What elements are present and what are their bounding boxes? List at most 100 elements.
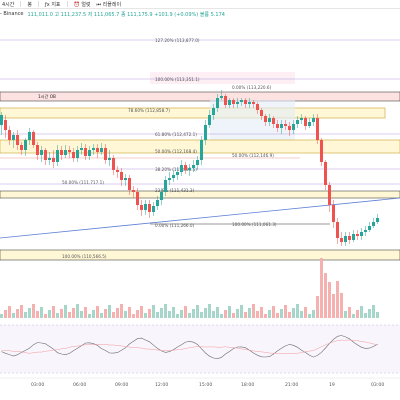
volume-bar <box>376 312 379 318</box>
toolbar-divider <box>38 1 39 7</box>
candle <box>160 192 163 200</box>
volume-bar <box>80 311 83 318</box>
fib-label: 127.20% (113,877.0) <box>155 38 200 43</box>
candle <box>168 178 171 180</box>
volume-bar <box>316 296 319 318</box>
fib-label: 61.80% (112,472.1) <box>155 132 197 137</box>
symbol-exchange: - Binance <box>0 11 24 17</box>
volume-bar <box>112 312 115 318</box>
candle <box>312 118 315 122</box>
candle <box>92 148 95 150</box>
candle <box>288 126 291 130</box>
volume-bar <box>44 314 47 318</box>
volume-bar <box>48 310 51 318</box>
candle <box>80 148 83 150</box>
candle <box>88 150 91 156</box>
candle <box>112 158 115 170</box>
volume-bar <box>136 310 139 318</box>
volume-bar <box>272 306 275 318</box>
volume-bar <box>224 310 227 318</box>
rsi-line <box>1 335 378 360</box>
fib-label: 50.00% (111,717.1) <box>62 180 104 185</box>
candle-type-button[interactable]: 봉 <box>27 1 32 8</box>
candle <box>48 158 51 160</box>
candle <box>84 148 87 156</box>
time-tick-label: 09:00 <box>115 382 128 388</box>
volume-bar <box>248 308 251 318</box>
volume-bar <box>308 314 311 318</box>
volume-bar <box>368 309 371 318</box>
candle <box>60 150 63 155</box>
candle <box>220 96 223 98</box>
candle <box>208 115 211 125</box>
candle <box>200 140 203 160</box>
volume-bar <box>0 314 3 318</box>
candle <box>236 102 239 104</box>
candle <box>128 178 131 190</box>
volume-bar <box>88 314 91 318</box>
demand-zone[interactable] <box>0 249 400 261</box>
volume-bar <box>8 306 11 318</box>
volume-bar <box>264 314 267 318</box>
candle <box>8 130 11 140</box>
volume-bar <box>220 314 223 318</box>
candle <box>276 124 279 128</box>
candle <box>192 165 195 168</box>
volume-bar <box>64 305 67 318</box>
time-axis: 03:00 06:00 09:00 12:00 15:00 18:00 21:00 19 03:… <box>31 382 384 388</box>
volume-bar <box>196 305 199 318</box>
candle <box>364 230 367 232</box>
candle <box>292 124 295 130</box>
rsi-ma-line <box>1 339 378 355</box>
indicators-label: 지표 <box>51 1 61 8</box>
candle <box>116 170 119 172</box>
candle <box>188 168 191 170</box>
candle <box>180 165 183 172</box>
candle <box>372 222 375 226</box>
candle <box>108 158 111 160</box>
volume-bar <box>84 307 87 318</box>
volume-bar <box>76 304 79 318</box>
volume-bar <box>216 307 219 318</box>
supply-zone[interactable] <box>0 107 386 119</box>
volume-bar <box>252 304 255 318</box>
candle <box>16 135 19 145</box>
volume-bar <box>312 310 315 318</box>
ob-zone[interactable] <box>0 91 400 102</box>
ohlc-readout: 111,011.0 고 111,237.5 저 111,065.7 종 111,… <box>27 11 225 18</box>
demand-zone[interactable] <box>0 190 400 199</box>
symbol-header: - Binance 111,011.0 고 111,237.5 저 111,06… <box>0 10 225 18</box>
alert-button[interactable]: ⏰ 얼럿 <box>73 1 91 8</box>
replay-button[interactable]: ⏮ 리플레이 <box>96 1 122 8</box>
indicators-button[interactable]: ƒx 지표 <box>45 1 61 8</box>
candle <box>304 118 307 126</box>
volume-bar <box>188 313 191 318</box>
volume-bar <box>284 305 287 318</box>
replay-label: 리플레이 <box>102 1 122 8</box>
volume-bar <box>72 308 75 318</box>
volume-bar <box>148 309 151 318</box>
candle <box>152 206 155 212</box>
candle <box>176 172 179 175</box>
candle <box>124 178 127 180</box>
volume-bar <box>120 304 123 318</box>
candle <box>324 162 327 185</box>
candle <box>120 172 123 180</box>
volume-bar <box>116 308 119 318</box>
trendline[interactable] <box>0 197 400 239</box>
volume-bar <box>52 306 55 318</box>
volume-group <box>0 258 379 318</box>
candle <box>172 175 175 178</box>
timeframe-button[interactable]: 4시간 <box>2 1 15 8</box>
candle <box>260 110 263 116</box>
volume-bar <box>108 305 111 318</box>
rsi-pane <box>0 325 400 373</box>
volume-bar <box>372 305 375 318</box>
candle <box>348 236 351 240</box>
fib-label: 50.00% (112,168.4) <box>155 149 197 154</box>
candle <box>44 150 47 160</box>
volume-bar <box>276 313 279 318</box>
candle <box>140 205 143 210</box>
candle <box>284 124 287 126</box>
